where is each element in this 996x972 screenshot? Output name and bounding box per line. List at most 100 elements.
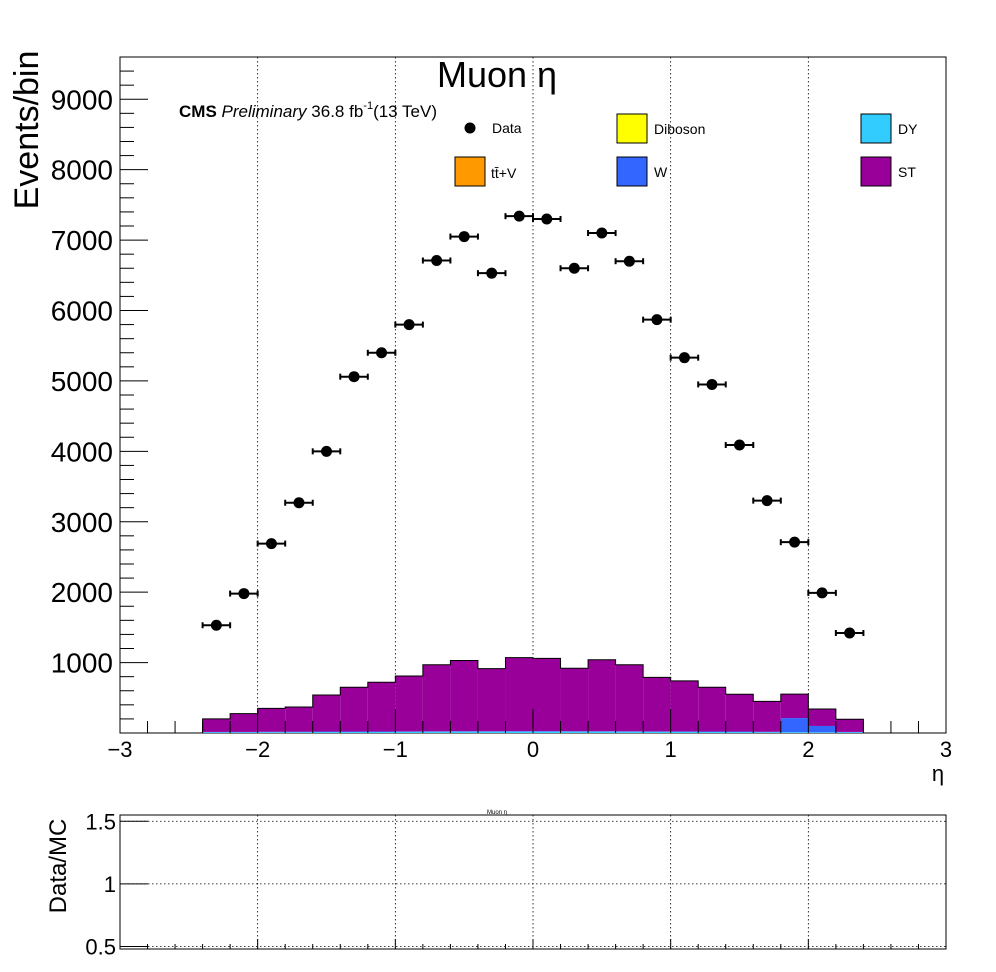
legend-entry-w: W bbox=[616, 156, 668, 187]
legend-entry-diboson: Diboson bbox=[616, 113, 705, 144]
ratio-title: Muon η bbox=[487, 810, 507, 816]
data-point-marker bbox=[238, 588, 250, 600]
data-point bbox=[394, 319, 424, 331]
y-tick-label: 6000 bbox=[51, 296, 113, 327]
data-point-marker bbox=[486, 267, 498, 279]
ratio-y-tick-label: 0.5 bbox=[85, 934, 116, 959]
cms-label: CMS Preliminary 36.8 fb-1(13 TeV) bbox=[179, 100, 437, 121]
bar-st bbox=[340, 687, 368, 732]
legend-entry-ttv: tt̄+V bbox=[454, 156, 517, 187]
bar-dy bbox=[257, 732, 286, 733]
bar-dy bbox=[643, 731, 671, 733]
bar-st bbox=[615, 664, 644, 732]
data-point-marker bbox=[568, 262, 580, 274]
ratio-plot-frame bbox=[119, 814, 947, 950]
legend-entry-dy: DY bbox=[860, 113, 918, 144]
cms-lumi: 36.8 fb bbox=[311, 102, 363, 121]
bar-st bbox=[450, 660, 478, 732]
data-point-marker bbox=[431, 255, 443, 267]
bar-st bbox=[257, 708, 286, 732]
legend-swatch-ttv bbox=[454, 156, 486, 187]
data-point bbox=[476, 267, 507, 279]
bar-st bbox=[367, 682, 396, 732]
bar-dy bbox=[698, 731, 726, 733]
bar-st bbox=[560, 668, 589, 732]
data-point-marker bbox=[321, 445, 332, 457]
stack-histogram bbox=[202, 657, 864, 733]
bar-dy bbox=[725, 732, 754, 733]
bar-dy bbox=[533, 731, 561, 733]
cms-lumi-exponent: -1 bbox=[363, 100, 373, 112]
bar-w bbox=[533, 731, 561, 732]
data-point bbox=[669, 352, 700, 364]
data-point bbox=[421, 255, 452, 267]
x-tick-label: −1 bbox=[383, 737, 408, 762]
legend-label-ttv: tt̄+V bbox=[491, 165, 517, 181]
bar-st bbox=[835, 719, 864, 732]
bar-w bbox=[477, 731, 506, 732]
legend: Data Diboson DY tt̄+V W ST bbox=[454, 113, 918, 187]
data-point-marker bbox=[844, 627, 856, 639]
bar-dy bbox=[505, 731, 533, 733]
data-point bbox=[752, 495, 782, 507]
bar-st bbox=[285, 706, 313, 732]
data-point bbox=[724, 439, 755, 451]
cms-energy: (13 TeV) bbox=[373, 102, 437, 121]
ratio-y-axis-label: Data/MC bbox=[45, 819, 72, 914]
x-tick-label: 2 bbox=[802, 737, 814, 762]
bar-dy bbox=[808, 732, 836, 733]
x-axis-label: η bbox=[932, 761, 944, 786]
y-tick-label: 4000 bbox=[51, 436, 113, 467]
bar-w bbox=[450, 731, 478, 732]
data-point-marker bbox=[596, 227, 608, 239]
bar-dy bbox=[230, 732, 258, 733]
bar-dy bbox=[615, 731, 644, 733]
bar-st bbox=[230, 713, 258, 732]
data-point-marker bbox=[458, 231, 470, 243]
cms-experiment: CMS bbox=[179, 102, 217, 121]
bar-st bbox=[698, 687, 726, 732]
y-tick-label: 2000 bbox=[51, 577, 113, 608]
data-point bbox=[642, 314, 672, 326]
data-point bbox=[256, 538, 287, 550]
bar-dy bbox=[450, 731, 478, 733]
cms-status: Preliminary bbox=[222, 102, 309, 121]
data-point-marker bbox=[706, 378, 718, 390]
x-tick-label: 1 bbox=[665, 737, 677, 762]
bar-st bbox=[725, 694, 754, 732]
bar-st bbox=[505, 657, 533, 732]
bar-dy bbox=[422, 731, 451, 733]
bar-st bbox=[670, 680, 699, 732]
bar-w bbox=[505, 731, 533, 732]
bar-dy bbox=[202, 732, 231, 733]
ratio-y-tick-label: 1 bbox=[104, 872, 116, 897]
bar-st bbox=[808, 709, 836, 726]
y-axis-label: Events/bin bbox=[8, 51, 46, 210]
x-tick-label: 3 bbox=[940, 737, 952, 762]
legend-swatch-dy bbox=[860, 113, 892, 144]
legend-swatch-st bbox=[860, 156, 892, 187]
data-point bbox=[697, 378, 727, 390]
y-tick-label: 5000 bbox=[51, 366, 113, 397]
bar-dy bbox=[835, 732, 864, 733]
data-point bbox=[311, 445, 342, 457]
data-point-marker bbox=[678, 352, 690, 364]
data-point-marker bbox=[403, 319, 415, 331]
data-point bbox=[559, 262, 590, 274]
y-tick-label: 7000 bbox=[51, 225, 113, 256]
bar-st bbox=[753, 701, 781, 732]
data-point-marker bbox=[651, 314, 663, 326]
data-point bbox=[807, 587, 837, 599]
bar-w bbox=[588, 731, 616, 732]
data-point bbox=[201, 619, 232, 631]
bar-st bbox=[533, 658, 561, 732]
data-point-marker bbox=[623, 255, 635, 267]
bar-w bbox=[780, 718, 809, 733]
legend-entry-st: ST bbox=[860, 156, 916, 187]
legend-swatch-diboson bbox=[616, 113, 648, 144]
legend-data-marker bbox=[464, 122, 476, 134]
x-tick-label: −3 bbox=[107, 737, 132, 762]
data-point-marker bbox=[293, 497, 305, 509]
data-point-marker bbox=[734, 439, 745, 451]
